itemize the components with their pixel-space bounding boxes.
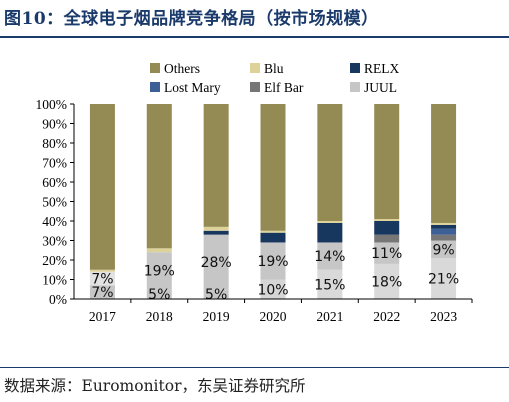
bar-segment <box>317 221 343 223</box>
bar-segment <box>260 242 286 280</box>
bar-segment <box>317 222 343 243</box>
legend-label: Elf Bar <box>264 80 304 95</box>
bar-segment <box>260 232 286 243</box>
bar-segment <box>203 230 229 235</box>
legend-label: JUUL <box>364 80 397 95</box>
bar-segment <box>89 104 115 270</box>
y-tick-label: 10% <box>42 273 67 288</box>
data-label: 5% <box>205 287 227 303</box>
bar-segment <box>431 234 457 241</box>
y-tick-label: 90% <box>42 117 67 132</box>
bar-segment <box>374 263 400 299</box>
data-label: 15% <box>314 277 345 293</box>
data-label: 9% <box>432 242 454 258</box>
bar-segment <box>374 234 400 243</box>
x-tick-label: 2022 <box>373 309 400 324</box>
bar-segment <box>203 104 229 227</box>
stacked-bar-chart: Others Blu RELX Lost Mary Elf Bar JUUL 7%7% 201… <box>36 61 473 324</box>
legend-label: Blu <box>264 61 284 76</box>
bar-segment <box>374 219 400 221</box>
data-label: 19% <box>257 254 288 270</box>
bar-segment <box>317 269 343 299</box>
y-tick-label: 20% <box>42 253 67 268</box>
data-label: 18% <box>371 274 402 290</box>
bar-segment <box>317 242 343 270</box>
bar-segment <box>260 104 286 231</box>
y-tick-label: 30% <box>42 234 67 249</box>
data-label: 7% <box>91 272 113 288</box>
bar-segment <box>89 285 115 299</box>
legend-swatch <box>350 63 360 73</box>
bar-segment <box>203 226 229 231</box>
bar-segment <box>89 271 115 286</box>
bar-segment <box>203 289 229 299</box>
bar-segment <box>89 269 115 272</box>
y-tick-label: 60% <box>42 175 67 190</box>
title-rule <box>0 36 509 38</box>
y-tick-label: 50% <box>42 195 67 210</box>
y-tick-label: 80% <box>42 136 67 151</box>
legend-swatch <box>250 82 260 92</box>
bar-segment <box>431 258 457 299</box>
bar-segment <box>146 289 172 299</box>
y-tick-label: 70% <box>42 156 67 171</box>
x-tick-label: 2023 <box>430 309 457 324</box>
bar-segment <box>431 222 457 225</box>
source-rule <box>0 367 509 368</box>
x-tick-label: 2018 <box>146 309 173 324</box>
bar-segment <box>146 104 172 249</box>
y-tick-label: 40% <box>42 214 67 229</box>
bar-segment <box>431 228 457 235</box>
bar-segment <box>260 279 286 299</box>
bar-segment <box>203 234 229 290</box>
y-tick-label: 0% <box>49 292 67 307</box>
source-note: 数据来源：Euromonitor，东吴证券研究所 <box>4 377 306 395</box>
bar-segment <box>374 242 400 264</box>
figure-title: 图10：全球电子烟品牌竞争格局（按市场规模） <box>4 9 379 29</box>
x-tick-label: 2017 <box>89 309 116 324</box>
legend-label: Lost Mary <box>164 80 221 95</box>
bar-segment <box>374 221 400 235</box>
x-tick-label: 2020 <box>260 309 287 324</box>
data-label: 14% <box>314 249 345 265</box>
x-tick-label: 2019 <box>203 309 230 324</box>
data-label: 10% <box>257 282 288 298</box>
legend-label: Others <box>164 61 200 76</box>
y-tick-label: 100% <box>36 97 68 112</box>
bar-segment <box>431 240 457 259</box>
data-label: 7% <box>91 285 113 301</box>
bar-segment <box>431 104 457 223</box>
legend-swatch <box>150 82 160 92</box>
x-tick-label: 2021 <box>316 309 343 324</box>
legend-swatch <box>350 82 360 92</box>
bar-segment <box>374 104 400 220</box>
bar-segment <box>146 248 172 253</box>
bar-segment <box>431 224 457 229</box>
bar-segment <box>146 252 172 290</box>
legend-swatch <box>150 63 160 73</box>
legend-label: RELX <box>364 61 399 76</box>
data-label: 28% <box>201 255 232 271</box>
data-label: 5% <box>148 287 170 303</box>
data-label: 21% <box>428 272 459 288</box>
data-label: 19% <box>144 264 175 280</box>
data-label: 11% <box>371 246 402 262</box>
legend-swatch <box>250 63 260 73</box>
bar-segment <box>260 230 286 233</box>
bar-segment <box>317 104 343 221</box>
